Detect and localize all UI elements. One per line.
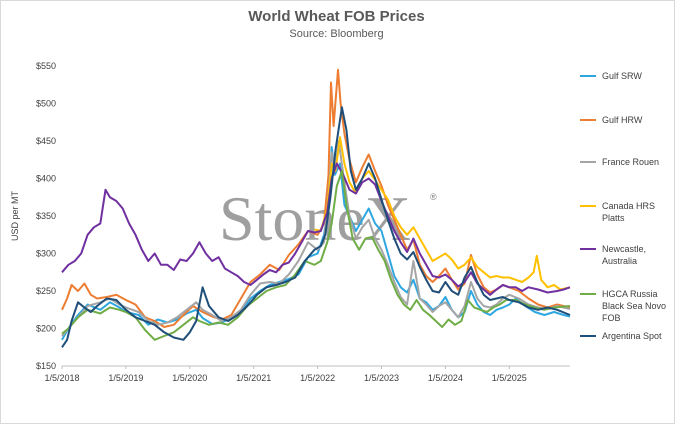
legend-swatch (580, 293, 596, 295)
x-tick-label: 1/5/2020 (172, 373, 207, 383)
y-tick-label: $250 (36, 286, 56, 296)
legend-label: Gulf SRW (602, 71, 642, 81)
legend-label: Gulf HRW (602, 115, 643, 125)
legend-swatch (580, 119, 596, 121)
legend-swatch (580, 335, 596, 337)
x-tick-label: 1/5/2025 (492, 373, 527, 383)
y-tick-label: $300 (36, 249, 56, 259)
watermark-logo: StoneX (219, 183, 411, 254)
legend-swatch (580, 205, 596, 207)
legend-label: Canada HRS Platts (602, 201, 656, 223)
watermark-registered-mark: ® (430, 192, 437, 202)
chart-title: World Wheat FOB Prices (248, 8, 425, 25)
legend-label: Argentina Spot (602, 331, 662, 341)
legend-label: France Rouen (602, 157, 660, 167)
legend-swatch (580, 161, 596, 163)
series-line-gulf-hrw (61, 68, 571, 328)
series-line-france-rouen (61, 140, 571, 337)
x-tick-label: 1/5/2024 (428, 373, 463, 383)
chart-subtitle: Source: Bloomberg (289, 28, 384, 40)
legend-swatch (580, 75, 596, 77)
y-tick-label: $350 (36, 211, 56, 221)
y-tick-label: $450 (36, 136, 56, 146)
series-line-canada-hrs-platts (314, 136, 571, 291)
series-line-argentina-spot (61, 106, 571, 348)
legend-label: Newcastle, Australia (602, 244, 647, 266)
legend-label: HGCA Russia Black Sea Novo FOB (602, 289, 667, 323)
y-tick-label: $400 (36, 174, 56, 184)
series-line-hgca-russia-black-sea-novo-fob (61, 170, 571, 341)
x-tick-label: 1/5/2021 (236, 373, 271, 383)
legend-swatch (580, 248, 596, 250)
x-tick-label: 1/5/2019 (108, 373, 143, 383)
x-tick-label: 1/5/2022 (300, 373, 335, 383)
y-tick-label: $500 (36, 99, 56, 109)
x-tick-label: 1/5/2018 (44, 373, 79, 383)
y-axis-title: USD per MT (10, 191, 20, 242)
y-tick-label: $200 (36, 324, 56, 334)
y-tick-label: $150 (36, 361, 56, 371)
y-tick-label: $550 (36, 61, 56, 71)
x-tick-label: 1/5/2023 (364, 373, 399, 383)
